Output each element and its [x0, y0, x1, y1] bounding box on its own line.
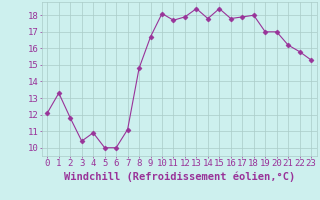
X-axis label: Windchill (Refroidissement éolien,°C): Windchill (Refroidissement éolien,°C) [64, 171, 295, 182]
